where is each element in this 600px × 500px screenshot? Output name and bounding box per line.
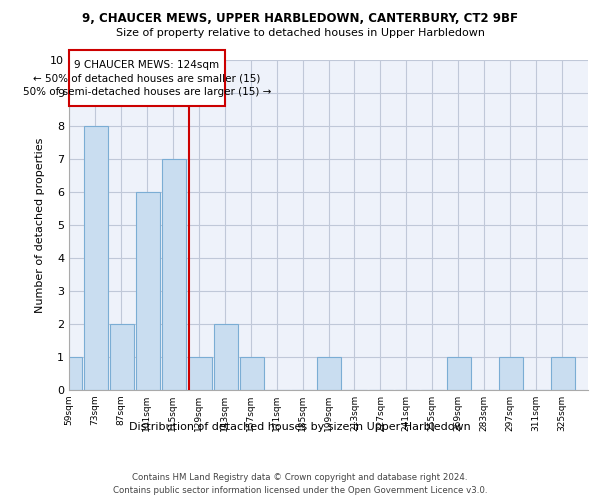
Text: ← 50% of detached houses are smaller (15): ← 50% of detached houses are smaller (15… — [33, 74, 260, 84]
Text: Contains public sector information licensed under the Open Government Licence v3: Contains public sector information licen… — [113, 486, 487, 495]
Bar — [161, 159, 186, 390]
Bar — [58, 357, 82, 390]
Bar — [551, 357, 575, 390]
Bar — [317, 357, 341, 390]
Text: Distribution of detached houses by size in Upper Harbledown: Distribution of detached houses by size … — [129, 422, 471, 432]
Bar — [239, 357, 263, 390]
Bar — [110, 324, 134, 390]
Y-axis label: Number of detached properties: Number of detached properties — [35, 138, 44, 312]
Bar — [447, 357, 471, 390]
Bar — [188, 357, 212, 390]
Bar — [136, 192, 160, 390]
Text: 9 CHAUCER MEWS: 124sqm: 9 CHAUCER MEWS: 124sqm — [74, 60, 220, 70]
Bar — [84, 126, 108, 390]
Bar — [214, 324, 238, 390]
Bar — [499, 357, 523, 390]
Bar — [69, 50, 224, 106]
Text: 9, CHAUCER MEWS, UPPER HARBLEDOWN, CANTERBURY, CT2 9BF: 9, CHAUCER MEWS, UPPER HARBLEDOWN, CANTE… — [82, 12, 518, 26]
Text: Contains HM Land Registry data © Crown copyright and database right 2024.: Contains HM Land Registry data © Crown c… — [132, 472, 468, 482]
Text: Size of property relative to detached houses in Upper Harbledown: Size of property relative to detached ho… — [115, 28, 485, 38]
Text: 50% of semi-detached houses are larger (15) →: 50% of semi-detached houses are larger (… — [23, 88, 271, 98]
